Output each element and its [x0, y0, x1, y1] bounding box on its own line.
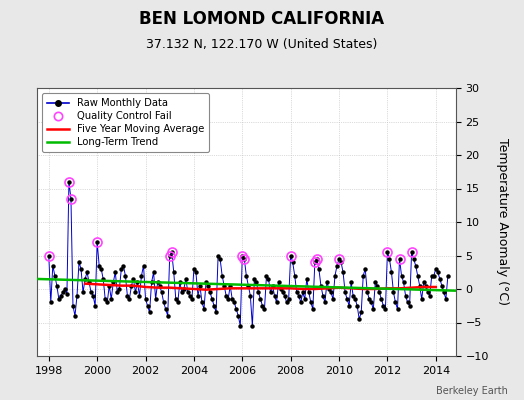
- Text: 37.132 N, 122.170 W (United States): 37.132 N, 122.170 W (United States): [146, 38, 378, 51]
- Y-axis label: Temperature Anomaly (°C): Temperature Anomaly (°C): [496, 138, 509, 306]
- Legend: Raw Monthly Data, Quality Control Fail, Five Year Moving Average, Long-Term Tren: Raw Monthly Data, Quality Control Fail, …: [42, 93, 209, 152]
- Text: BEN LOMOND CALIFORNIA: BEN LOMOND CALIFORNIA: [139, 10, 385, 28]
- Text: Berkeley Earth: Berkeley Earth: [436, 386, 508, 396]
